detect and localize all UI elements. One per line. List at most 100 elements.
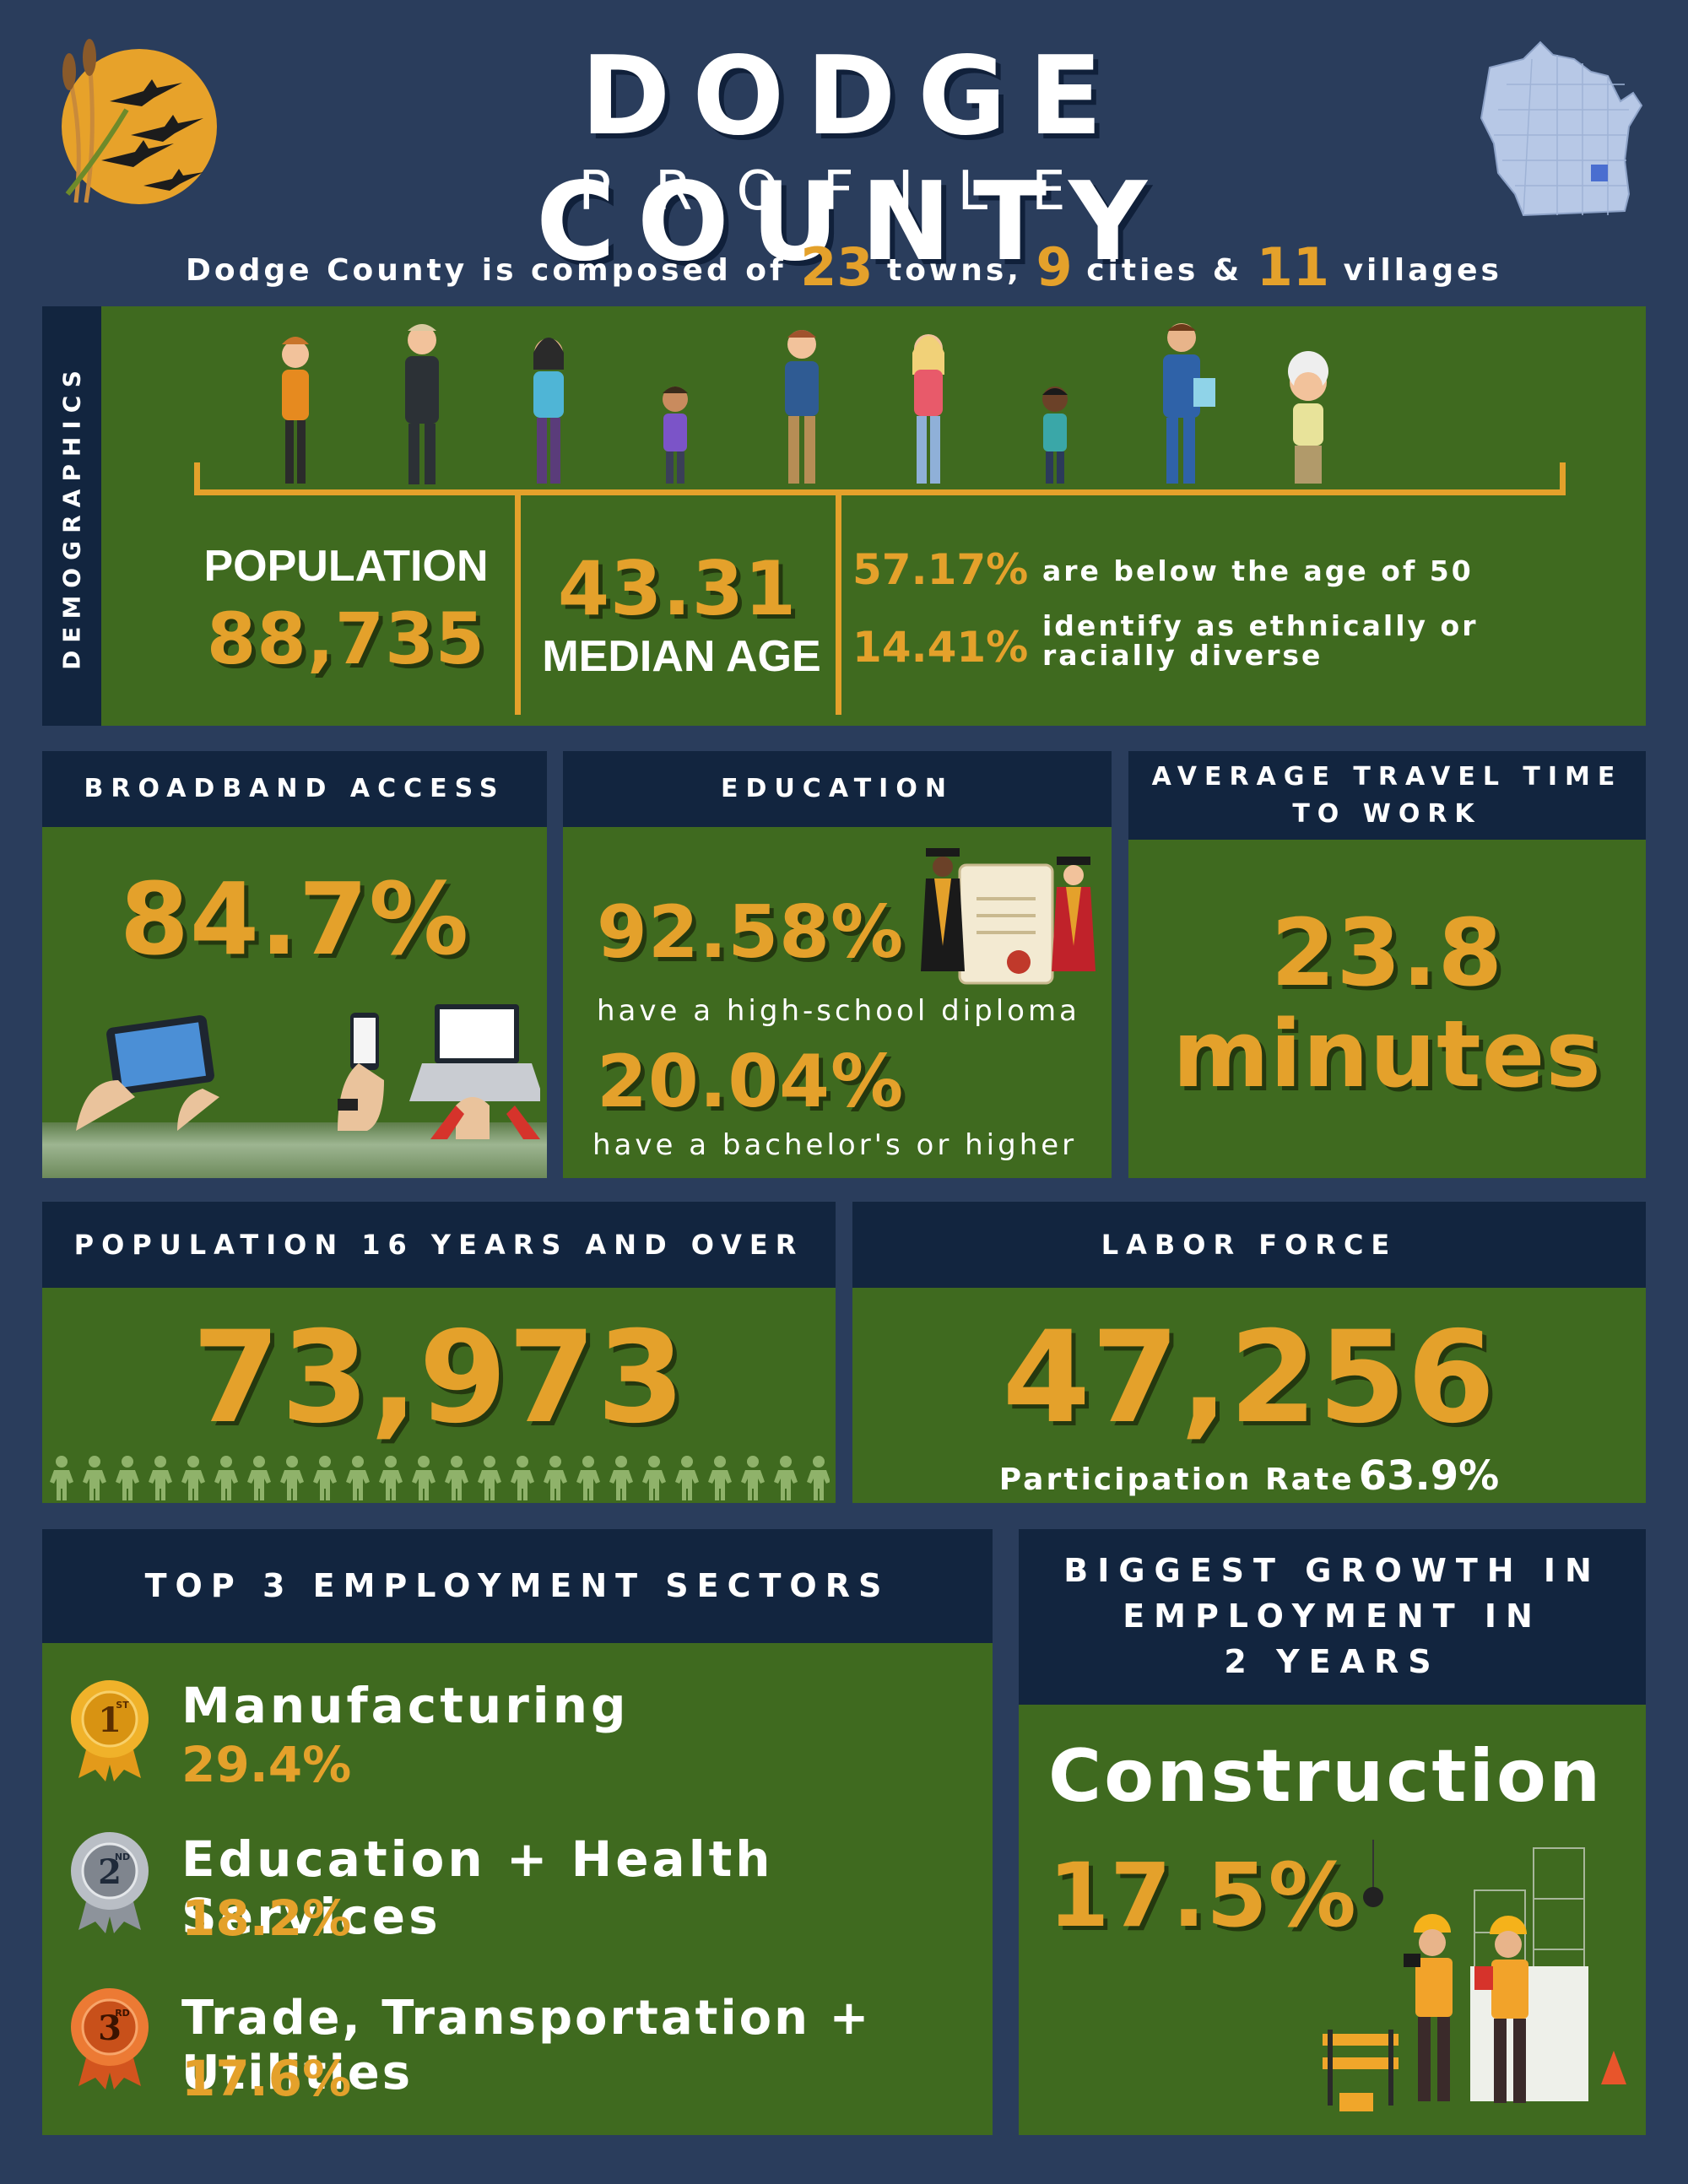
medal-3-suffix: RD [115, 2008, 130, 2019]
sector-1-name: Manufacturing [181, 1677, 630, 1734]
growth-header-line-1: BIGGEST GROWTH IN [1063, 1552, 1601, 1590]
villages-count: 11 [1256, 236, 1330, 298]
sector-3-value: 17.6% [181, 2050, 352, 2107]
sector-2-name: Education + Health Services [181, 1830, 774, 1945]
sector-2-value: 18.2% [181, 1889, 352, 1947]
sector-1-value: 29.4% [181, 1736, 352, 1793]
participation-label: Participation Rate [998, 1462, 1355, 1497]
composition-prefix: Dodge County is composed of [186, 253, 787, 288]
bracket-right [1560, 462, 1566, 495]
cities-count: 9 [1036, 236, 1073, 298]
wisconsin-map [1473, 25, 1650, 219]
bronze-medal-icon: 3 RD [71, 1988, 149, 2089]
construction-workers-icon [1323, 1840, 1626, 2111]
person-7-icon [1042, 387, 1068, 484]
laptop-icon [409, 1004, 540, 1139]
travel-value: 23.8 [1270, 899, 1504, 1007]
broadband-value: 84.7% [119, 861, 470, 977]
ba-label: have a bachelor's or higher [592, 1128, 1078, 1162]
diverse-label-1: identify as ethnically or [1042, 609, 1479, 642]
towns-count: 23 [800, 236, 874, 298]
growth-sector: Construction [1048, 1734, 1604, 1819]
demographics-side-label: DEMOGRAPHICS [42, 306, 101, 726]
pop16-value: 73,973 [192, 1305, 686, 1451]
sector-3-name: Trade, Transportation + Utilities [181, 1991, 872, 2100]
travel-header: AVERAGE TRAVEL TIME TO WORK [1128, 751, 1646, 840]
growth-value: 17.5% [1048, 1844, 1357, 1947]
silver-medal-icon: 2 ND [71, 1832, 149, 1933]
below-50-label: are below the age of 50 [1042, 554, 1474, 587]
travel-header-line-1: AVERAGE TRAVEL TIME [1151, 762, 1623, 792]
pop16-header: POPULATION 16 YEARS AND OVER [42, 1202, 836, 1288]
divider-1 [515, 495, 521, 715]
person-6-icon [912, 334, 944, 484]
towns-label: towns, [887, 253, 1022, 288]
growth-panel: Construction 17.5% [1019, 1705, 1646, 2135]
education-panel: 92.58% have a high-school diploma 20.04%… [563, 827, 1112, 1178]
person-5-icon [785, 330, 819, 484]
bracket-top [194, 489, 1566, 495]
graduate-1-icon [921, 848, 965, 971]
medal-1-number: 1 [98, 1700, 122, 1740]
devices-illustration-icon [76, 1004, 540, 1139]
phone-icon [338, 1013, 384, 1131]
labor-value: 47,256 [1002, 1305, 1496, 1451]
population-label: POPULATION [203, 542, 489, 591]
median-age-value: 43.31 [557, 545, 798, 632]
travel-unit: minutes [1172, 1000, 1602, 1108]
below-50-value: 57.17% [852, 545, 1029, 594]
person-2-icon [405, 324, 439, 484]
sector-rank-3-medal: 3 RD [68, 1981, 152, 2094]
median-age-label: MEDIAN AGE [542, 632, 821, 681]
people-chain-icon [50, 1456, 830, 1500]
page-title: DODGE COUNTY [536, 34, 1169, 285]
broadband-panel: 84.7% [42, 827, 547, 1178]
sector-rank-2-medal: 2 ND [68, 1825, 152, 1938]
page-subtitle: PROFILE [578, 160, 1110, 223]
hs-label: have a high-school diploma [597, 994, 1080, 1028]
traffic-cone-icon [1601, 2051, 1626, 2084]
medal-2-suffix: ND [115, 1852, 130, 1862]
wisconsin-map-icon [1480, 41, 1643, 217]
tablet-icon [76, 1015, 219, 1131]
hs-value: 92.58% [597, 890, 905, 975]
person-9-icon [1288, 351, 1328, 484]
participation-line: Participation Rate 63.9% [852, 1452, 1646, 1500]
divider-2 [836, 495, 841, 715]
growth-header-line-3: 2 YEARS [1224, 1642, 1441, 1680]
medal-1-suffix: ST [116, 1700, 129, 1711]
graduate-2-icon [1052, 857, 1096, 971]
person-4-icon [663, 387, 688, 484]
bricks-icon [1339, 2093, 1373, 2111]
medal-3-number: 3 [98, 2008, 122, 2048]
wrecking-ball-icon [1363, 1887, 1383, 1907]
person-8-icon [1163, 323, 1215, 484]
travel-panel: 23.8 minutes [1128, 840, 1646, 1178]
cities-label: cities & [1086, 253, 1243, 288]
gold-medal-icon: 1 ST [71, 1680, 149, 1781]
education-header: EDUCATION [563, 751, 1112, 827]
demographics-panel: POPULATION 88,735 43.31 MEDIAN AGE 57.17… [101, 306, 1646, 726]
sectors-panel: 1 ST Manufacturing 29.4% 2 ND Education … [42, 1643, 993, 2135]
worker-1-icon [1404, 1914, 1453, 2101]
medal-2-number: 2 [98, 1852, 122, 1892]
labor-header: LABOR FORCE [852, 1202, 1646, 1288]
participation-value: 63.9% [1358, 1452, 1500, 1500]
travel-header-line-2: TO WORK [1292, 798, 1482, 829]
sector-rank-1-medal: 1 ST [68, 1673, 152, 1786]
broadband-header: BROADBAND ACCESS [42, 751, 547, 827]
people-illustration-icon [282, 323, 1328, 484]
diverse-value: 14.41% [852, 623, 1029, 672]
diverse-label-2: racially diverse [1042, 639, 1323, 672]
growth-header: BIGGEST GROWTH IN EMPLOYMENT IN 2 YEARS [1019, 1529, 1646, 1705]
sectors-header: TOP 3 EMPLOYMENT SECTORS [42, 1529, 993, 1643]
worker-2-icon [1474, 1916, 1528, 2103]
bracket-left [194, 462, 200, 495]
pop16-panel: 73,973 [42, 1288, 836, 1503]
barrier-icon [1323, 2030, 1399, 2106]
graduates-illustration-icon [921, 848, 1096, 985]
county-logo [51, 34, 219, 211]
demographics-label: DEMOGRAPHICS [57, 362, 86, 670]
labor-panel: 47,256 Participation Rate 63.9% [852, 1288, 1646, 1503]
ba-value: 20.04% [597, 1040, 905, 1124]
